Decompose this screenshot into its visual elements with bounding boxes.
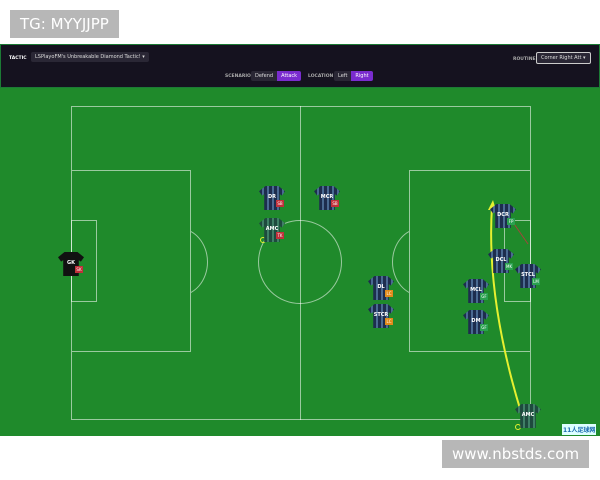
location-toggle[interactable]: Left Right [334,71,373,81]
scenario-defend[interactable]: Defend [251,71,278,81]
player-amc[interactable]: AMC TK [259,218,285,242]
routine-dropdown[interactable]: Corner Right Att ▾ [536,52,591,64]
position-label: DCL [495,257,507,263]
player-dcl[interactable]: DCL MK [488,249,514,273]
position-label: AMC [521,412,535,418]
role-badge: LM [532,278,540,285]
location-right[interactable]: Right [351,71,373,81]
role-badge: LC [385,318,393,325]
player-mcr[interactable]: MCR SB [314,186,340,210]
position-label: STCR [373,312,389,318]
position-label: DM [471,318,481,324]
player-amc[interactable]: AMC [515,404,541,428]
watermark-bottom: www.nbstds.com [442,440,590,468]
player-gk[interactable]: GK SK [58,252,84,276]
role-badge: SB [331,200,339,207]
player-stcr[interactable]: STCR LC [368,304,394,328]
role-badge: MK [505,263,514,270]
player-dcr[interactable]: DCR FP [490,204,516,228]
position-label: DL [377,284,385,290]
role-badge: SK [75,266,83,273]
tactic-value: LSPlayoFM's Unbreakable Diamond Tactic! [35,54,141,60]
routine-label: ROUTINE [513,57,536,62]
scenario-attack[interactable]: Attack [277,71,302,81]
tactic-label: TACTIC [9,56,27,61]
role-badge: GF [480,324,488,331]
position-label: MCL [470,287,482,293]
scenario-toggle[interactable]: Defend Attack [251,71,302,81]
tactic-toolbar: TACTIC LSPlayoFM's Unbreakable Diamond T… [0,44,600,88]
role-badge: TK [276,232,284,239]
player-dm[interactable]: DM GF [463,310,489,334]
player-mcl[interactable]: MCL GF [463,279,489,303]
routine-value: Corner Right Att [541,55,582,61]
role-badge: FP [507,218,515,225]
player-stcl[interactable]: STCL LM [515,264,541,288]
center-circle [258,220,342,304]
location-left[interactable]: Left [334,71,352,81]
location-label: LOCATION [308,74,334,79]
position-label: AMC [265,226,279,232]
role-badge: SB [276,200,284,207]
player-dl[interactable]: DL LC [368,276,394,300]
site-logo: 11人足球网 [562,424,597,435]
role-badge: LC [385,290,393,297]
watermark-top: TG: MYYJJPP [10,10,119,38]
position-label: DCR [497,212,509,218]
position-label: DR [267,194,276,200]
position-label: STCL [521,272,535,278]
scenario-label: SCENARIO [225,74,251,79]
role-badge: GF [480,293,488,300]
tactic-dropdown[interactable]: LSPlayoFM's Unbreakable Diamond Tactic! … [31,52,149,62]
left-penalty-box [71,170,191,352]
position-label: GK [67,260,75,266]
player-dr[interactable]: DR SB [259,186,285,210]
position-label: MCR [320,194,334,200]
